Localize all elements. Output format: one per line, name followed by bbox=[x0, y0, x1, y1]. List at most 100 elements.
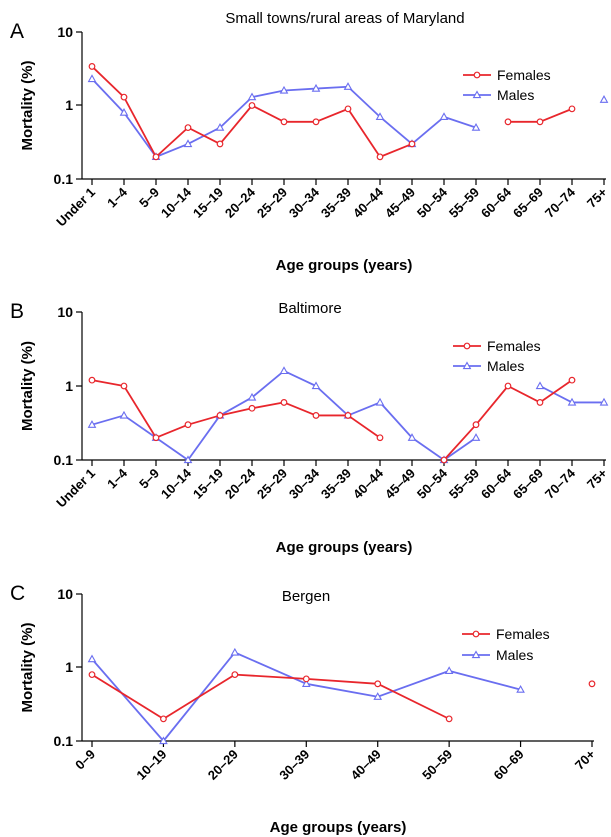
x-tick-label: 45–49 bbox=[382, 466, 418, 502]
legend: Females Males bbox=[463, 67, 551, 103]
series-line-segment bbox=[92, 79, 124, 113]
data-point-males bbox=[121, 412, 128, 418]
y-axis-label: Mortality (%) bbox=[19, 341, 36, 431]
series-line-segment bbox=[92, 675, 163, 719]
y-tick-label: 0.1 bbox=[54, 452, 74, 468]
data-point-females bbox=[473, 422, 479, 428]
series-line-segment bbox=[380, 144, 412, 157]
series-line-segment bbox=[316, 87, 348, 89]
series-line-segment bbox=[252, 106, 284, 122]
y-axis-label: Mortality (%) bbox=[19, 60, 36, 150]
chart-panel-a: A Small towns/rural areas of Maryland 0.1 1… bbox=[10, 10, 610, 274]
data-point-females bbox=[121, 383, 127, 389]
x-tick-label: 55–59 bbox=[446, 466, 482, 502]
x-tick-label: 15–19 bbox=[190, 466, 226, 502]
legend-marker-females bbox=[464, 343, 470, 349]
x-tick-label: 1–4 bbox=[104, 465, 130, 491]
data-point-females bbox=[161, 716, 167, 722]
data-point-females bbox=[375, 681, 381, 687]
series-line-segment bbox=[444, 117, 476, 128]
series-line-segment bbox=[92, 659, 163, 741]
data-point-females bbox=[377, 154, 383, 160]
legend-label-males: Males bbox=[487, 358, 524, 374]
series-line-segment bbox=[124, 386, 156, 438]
x-tick-label: 10–14 bbox=[158, 184, 195, 221]
series-line-segment bbox=[348, 87, 380, 117]
x-tick-label: 40–44 bbox=[350, 465, 387, 502]
legend: Females Males bbox=[462, 626, 550, 663]
data-point-males bbox=[89, 656, 96, 662]
x-tick-label: 25–29 bbox=[254, 185, 290, 221]
x-tick-label: 20–24 bbox=[222, 184, 259, 221]
x-tick-label: 70+ bbox=[572, 746, 598, 772]
x-tick-label: 75+ bbox=[584, 184, 610, 210]
x-tick-label: Under 1 bbox=[53, 185, 98, 230]
legend-marker-females bbox=[473, 631, 479, 637]
data-point-females bbox=[569, 377, 575, 383]
data-point-females bbox=[446, 716, 452, 722]
series-line-segment bbox=[284, 402, 316, 415]
series-line-segment bbox=[412, 117, 444, 144]
data-point-females bbox=[537, 400, 543, 406]
x-tick-label: 65–69 bbox=[510, 185, 546, 221]
data-point-females bbox=[505, 119, 511, 125]
data-point-females bbox=[441, 457, 447, 463]
series-line-segment bbox=[306, 684, 377, 697]
legend: Females Males bbox=[453, 338, 541, 374]
data-point-females bbox=[185, 125, 191, 131]
x-tick-label: 60–69 bbox=[491, 747, 527, 783]
x-tick-label: 60–64 bbox=[478, 465, 515, 502]
x-tick-label: 30–39 bbox=[276, 747, 312, 783]
chart-title: Small towns/rural areas of Maryland bbox=[225, 10, 464, 27]
data-point-females bbox=[409, 141, 415, 147]
x-tick-label: 45–49 bbox=[382, 185, 418, 221]
series-line-segment bbox=[92, 66, 124, 97]
series-males bbox=[89, 649, 524, 744]
series-line-segment bbox=[378, 671, 449, 697]
data-point-females bbox=[249, 103, 255, 109]
data-point-females bbox=[589, 681, 595, 687]
x-tick-label: 65–69 bbox=[510, 466, 546, 502]
data-point-females bbox=[121, 94, 127, 100]
x-axis-label: Age groups (years) bbox=[270, 819, 407, 836]
data-point-males bbox=[537, 383, 544, 389]
data-point-females bbox=[89, 377, 95, 383]
series-line-segment bbox=[92, 415, 124, 424]
x-tick-label: 15–19 bbox=[190, 185, 226, 221]
data-point-females bbox=[345, 413, 351, 419]
series-line-segment bbox=[378, 684, 449, 719]
y-tick-label: 1 bbox=[65, 97, 73, 113]
series-line-segment bbox=[252, 90, 284, 97]
series-line-segment bbox=[316, 386, 348, 415]
x-tick-label: 10–19 bbox=[133, 747, 169, 783]
x-tick-label: 5–9 bbox=[136, 466, 162, 492]
series-females bbox=[89, 672, 595, 722]
legend-label-females: Females bbox=[487, 338, 541, 354]
chart-panel-c: C Bergen 0.1 1 10 0–9 10–19 20–29 30–39 40–49 50–5… bbox=[10, 582, 598, 836]
x-tick-label: 35–39 bbox=[318, 185, 354, 221]
data-point-males bbox=[601, 96, 608, 102]
data-point-females bbox=[345, 106, 351, 112]
data-point-females bbox=[217, 141, 223, 147]
x-tick-label: 40–49 bbox=[348, 747, 384, 783]
series-line-segment bbox=[92, 380, 124, 386]
series-line-segment bbox=[380, 402, 412, 437]
x-tick-label: 70–74 bbox=[542, 184, 579, 221]
data-point-females bbox=[89, 64, 95, 70]
series-line-segment bbox=[306, 679, 377, 684]
series-line-segment bbox=[124, 415, 156, 437]
series-line-segment bbox=[156, 128, 188, 157]
data-point-females bbox=[313, 413, 319, 419]
series-line-segment bbox=[316, 109, 348, 122]
series-line-segment bbox=[284, 371, 316, 386]
data-point-males bbox=[89, 75, 96, 81]
data-point-females bbox=[153, 435, 159, 441]
legend-label-males: Males bbox=[497, 87, 534, 103]
data-point-females bbox=[217, 413, 223, 419]
series-line-segment bbox=[188, 415, 220, 460]
series-line-segment bbox=[284, 89, 316, 91]
data-point-females bbox=[505, 383, 511, 389]
series-line-segment bbox=[163, 675, 234, 719]
